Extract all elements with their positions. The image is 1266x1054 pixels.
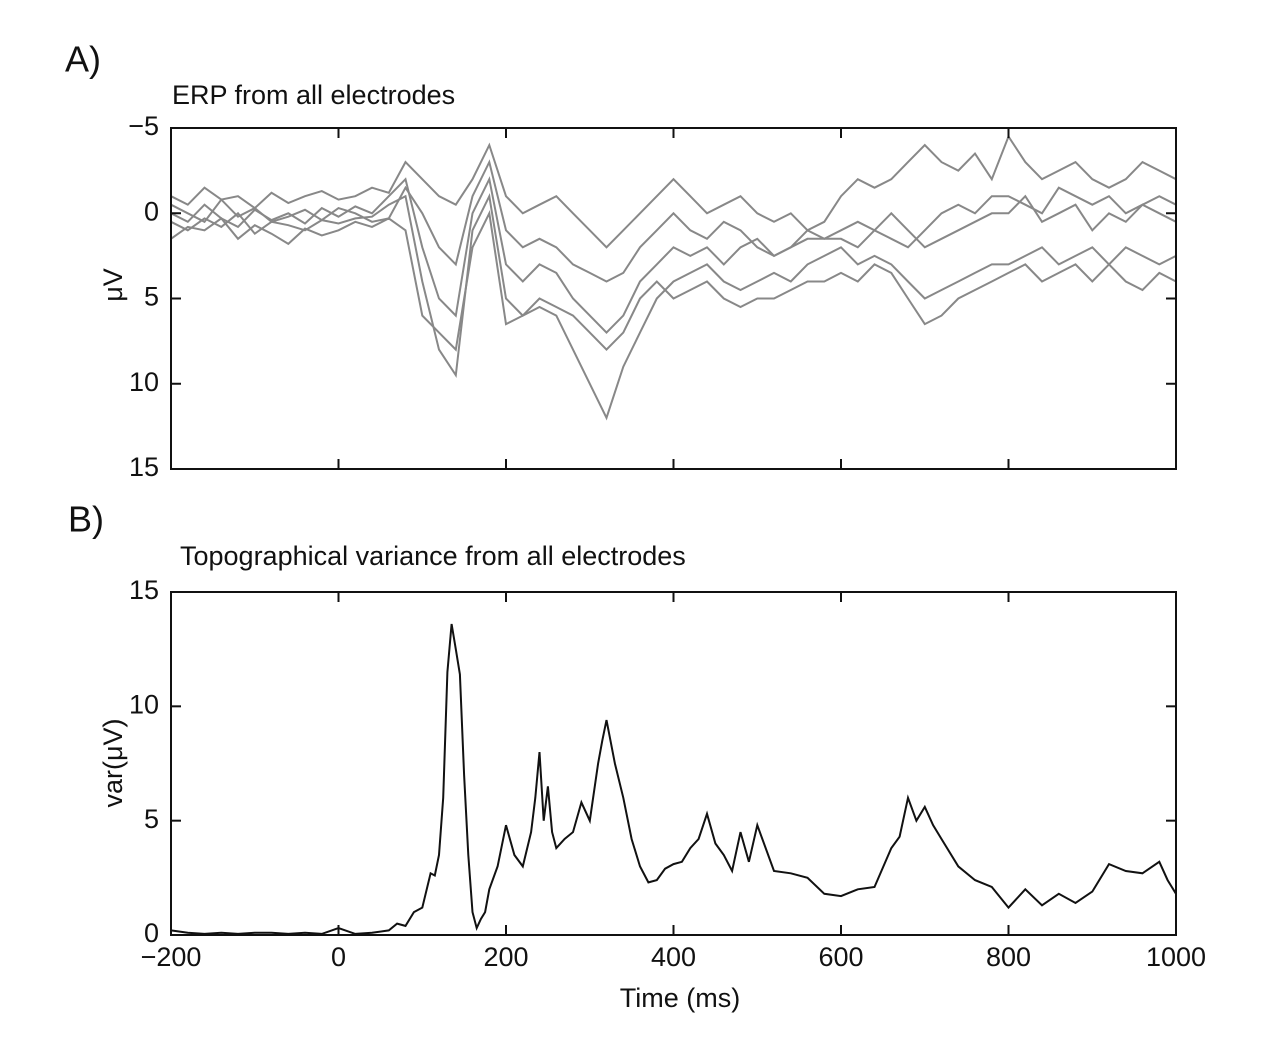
y-axis-label: μV [98,268,128,302]
y-axis-label: var(μV) [98,718,128,807]
data-line [170,159,1177,283]
panel-label: B) [68,499,104,540]
x-tick-label: −200 [141,942,202,972]
x-axis-label: Time (ms) [620,983,740,1013]
data-line [170,210,1177,352]
y-tick-label: 5 [144,282,159,312]
x-tick-label: 400 [651,942,696,972]
y-tick-label: 15 [129,452,159,482]
x-tick-label: 600 [818,942,863,972]
y-tick-label: 15 [129,575,159,605]
y-tick-label: 0 [144,918,159,948]
x-tick-label: 1000 [1146,942,1206,972]
data-line [170,134,1177,249]
y-tick-label: 10 [129,689,159,719]
data-line [170,176,1177,335]
x-tick-label: 800 [986,942,1031,972]
data-line [170,623,1177,935]
y-tick-label: 5 [144,804,159,834]
y-tick-label: −5 [128,111,159,141]
y-tick-label: 0 [144,196,159,226]
plot-frame [170,591,1177,936]
x-tick-label: 0 [331,942,346,972]
y-tick-label: 10 [129,367,159,397]
data-line [170,192,1177,421]
chart-title: Topographical variance from all electrod… [180,541,686,571]
chart-title: ERP from all electrodes [172,80,455,110]
x-tick-label: 200 [483,942,528,972]
panel-label: A) [65,39,101,80]
